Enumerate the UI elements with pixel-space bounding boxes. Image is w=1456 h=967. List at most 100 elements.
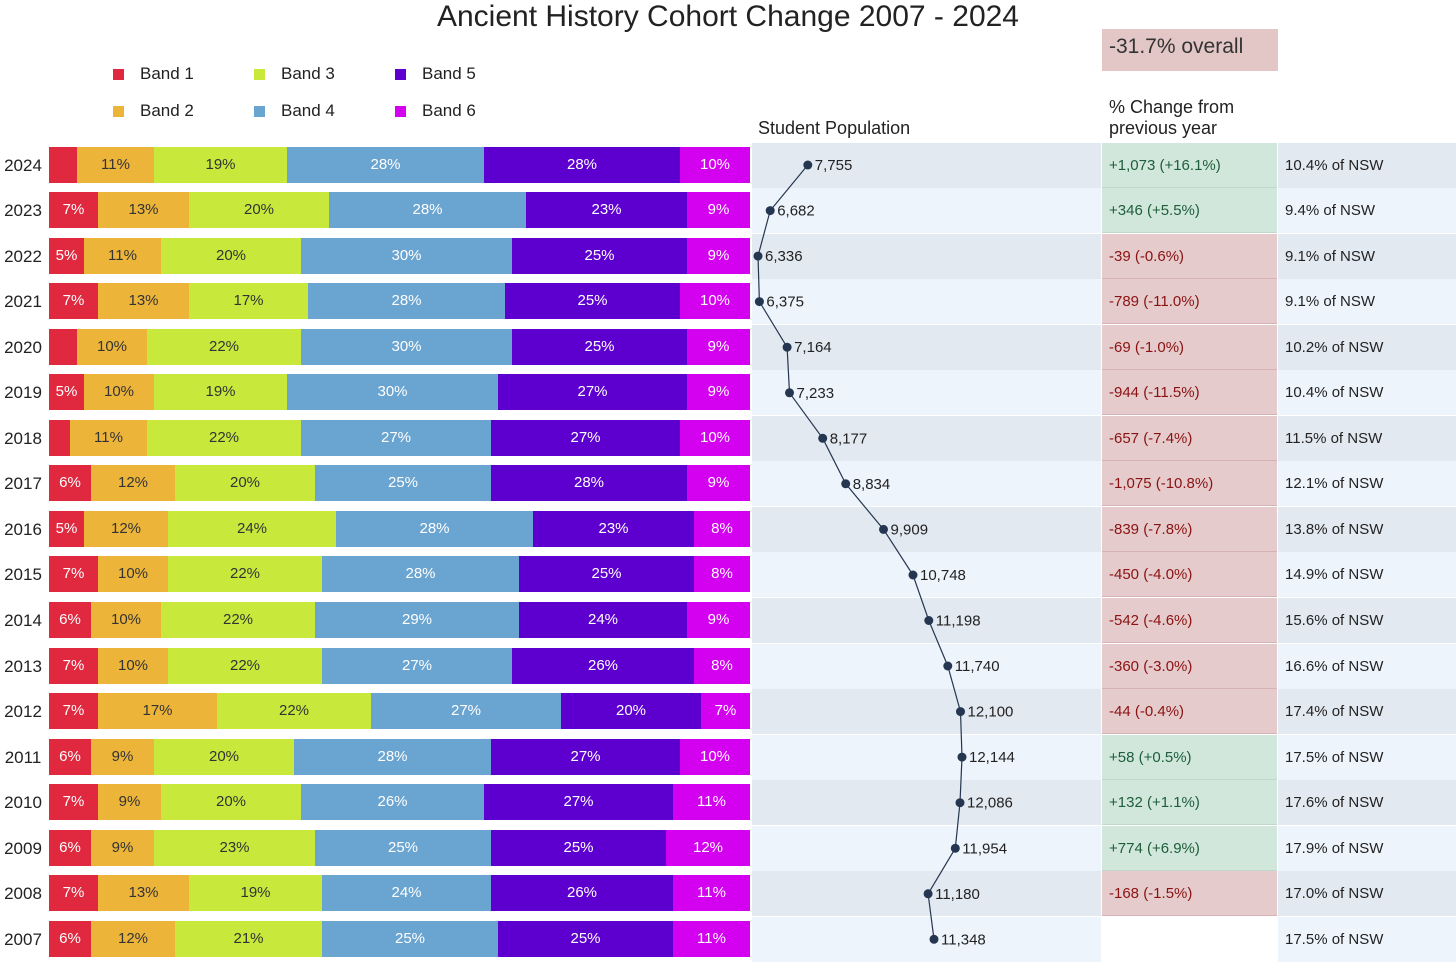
population-row-background xyxy=(752,415,1101,461)
change-cell: +346 (+5.5%) xyxy=(1102,188,1277,234)
nsw-share-cell: 9.4% of NSW xyxy=(1278,188,1456,234)
table-row: 2022 5% 11% 20% 30% 25% 9% -39 (-0.6%) 9.1% of N… xyxy=(0,233,1456,279)
change-cell: -360 (-3.0%) xyxy=(1102,643,1277,689)
bar-segment-band-1 xyxy=(49,328,77,365)
bar-segment-band-5: 27% xyxy=(484,784,673,821)
stacked-bar: 7% 10% 22% 27% 26% 8% xyxy=(49,647,750,684)
bar-segment-band-4: 28% xyxy=(308,283,505,320)
bar-segment-band-1: 6% xyxy=(49,829,91,866)
population-row-background xyxy=(752,233,1101,279)
table-row: 2012 7% 17% 22% 27% 20% 7% -44 (-0.4%) 17.4% of … xyxy=(0,689,1456,735)
bar-segment-band-2: 9% xyxy=(91,738,154,775)
legend-swatch-band-4 xyxy=(254,106,265,117)
bar-segment-band-2: 13% xyxy=(98,192,189,229)
legend: Band 1 Band 2 Band 3 Band 4 Band 5 Band 6 xyxy=(0,0,600,130)
change-cell: -542 (-4.6%) xyxy=(1102,598,1277,643)
bar-segment-band-2: 12% xyxy=(84,510,168,547)
bar-segment-band-6: 9% xyxy=(687,328,750,365)
population-row-background xyxy=(752,871,1101,917)
population-row-background xyxy=(752,461,1101,507)
student-population-header: Student Population xyxy=(758,118,911,138)
stacked-bar: 7% 13% 17% 28% 25% 10% xyxy=(49,283,750,320)
population-row-background xyxy=(752,734,1101,780)
stacked-bar: 6% 12% 21% 25% 25% 11% xyxy=(49,920,750,957)
bar-segment-band-2: 10% xyxy=(84,374,154,411)
legend-swatch-band-5 xyxy=(395,69,406,80)
population-row-background xyxy=(752,825,1101,871)
nsw-share-cell: 17.0% of NSW xyxy=(1278,871,1456,917)
stacked-bar: 5% 11% 20% 30% 25% 9% xyxy=(49,237,750,274)
table-row: 2015 7% 10% 22% 28% 25% 8% -450 (-4.0%) 14.9% of… xyxy=(0,552,1456,598)
bar-segment-band-5: 26% xyxy=(512,647,694,684)
stacked-bar: 5% 10% 19% 30% 27% 9% xyxy=(49,374,750,411)
bar-segment-band-3: 22% xyxy=(161,602,315,638)
nsw-share-cell: 9.1% of NSW xyxy=(1278,233,1456,279)
stacked-bar: 5% 12% 24% 28% 23% 8% xyxy=(49,510,750,547)
bar-segment-band-4: 30% xyxy=(301,237,512,274)
nsw-share-cell: 10.4% of NSW xyxy=(1278,142,1456,188)
nsw-share-cell: 10.4% of NSW xyxy=(1278,370,1456,416)
stacked-bar: 6% 9% 23% 25% 25% 12% xyxy=(49,829,750,866)
nsw-share-cell: 14.9% of NSW xyxy=(1278,552,1456,598)
year-label: 2017 xyxy=(4,474,42,494)
bar-segment-band-5: 25% xyxy=(512,237,687,274)
table-row: 2008 7% 13% 19% 24% 26% 11% -168 (-1.5%) 17.0% o… xyxy=(0,871,1456,917)
population-row-background xyxy=(752,142,1101,188)
bar-segment-band-5: 23% xyxy=(533,510,694,547)
nsw-share-cell: 15.6% of NSW xyxy=(1278,598,1456,643)
population-row-background xyxy=(752,188,1101,234)
nsw-share-cell: 9.1% of NSW xyxy=(1278,279,1456,325)
legend-swatch-band-2 xyxy=(113,106,124,117)
change-cell: -450 (-4.0%) xyxy=(1102,552,1277,598)
bar-segment-band-4: 28% xyxy=(336,510,533,547)
percent-change-header-line2: previous year xyxy=(1109,118,1218,138)
bar-segment-band-3: 24% xyxy=(168,510,336,547)
nsw-share-cell: 17.5% of NSW xyxy=(1278,916,1456,962)
bar-segment-band-2: 13% xyxy=(98,875,189,912)
bar-segment-band-3: 21% xyxy=(175,920,322,957)
bar-segment-band-2: 10% xyxy=(77,328,147,365)
bar-segment-band-4: 28% xyxy=(294,738,491,775)
bar-segment-band-3: 20% xyxy=(154,738,294,775)
bar-segment-band-1: 7% xyxy=(49,784,98,821)
bar-segment-band-1: 6% xyxy=(49,738,91,775)
population-row-background xyxy=(752,506,1101,552)
bar-segment-band-4: 25% xyxy=(315,829,491,866)
bar-segment-band-1: 7% xyxy=(49,192,98,229)
bar-segment-band-3: 22% xyxy=(147,419,301,456)
stacked-bar: 6% 9% 20% 28% 27% 10% xyxy=(49,738,750,775)
bar-segment-band-1: 6% xyxy=(49,465,91,502)
bar-segment-band-2: 13% xyxy=(98,283,189,320)
chart-title: Ancient History Cohort Change 2007 - 202… xyxy=(436,0,1019,33)
bar-segment-band-5: 25% xyxy=(491,829,666,866)
bar-segment-band-1: 5% xyxy=(49,510,84,547)
table-row: 2021 7% 13% 17% 28% 25% 10% -789 (-11.0%) 9.1% o… xyxy=(0,279,1456,325)
bar-segment-band-5: 24% xyxy=(519,602,687,638)
bar-segment-band-3: 19% xyxy=(154,146,287,183)
bar-segment-band-2: 11% xyxy=(84,237,161,274)
bar-segment-band-5: 25% xyxy=(519,556,694,593)
legend-swatch-band-3 xyxy=(254,69,265,80)
year-label: 2021 xyxy=(4,292,42,312)
change-cell: -69 (-1.0%) xyxy=(1102,324,1277,370)
percent-change-header: % Change from previous year xyxy=(1109,97,1234,139)
population-row-background xyxy=(752,689,1101,735)
population-row-background xyxy=(752,598,1101,643)
bar-segment-band-1 xyxy=(49,419,70,456)
bar-segment-band-1: 7% xyxy=(49,647,98,684)
bar-segment-band-3: 19% xyxy=(189,875,322,912)
bar-segment-band-6: 12% xyxy=(666,829,750,866)
year-label: 2020 xyxy=(4,337,42,357)
table-row: 2020 10% 22% 30% 25% 9% -69 (-1.0%) 10.2% of NS… xyxy=(0,324,1456,370)
bar-segment-band-2: 9% xyxy=(98,784,161,821)
bar-segment-band-2: 12% xyxy=(91,465,175,502)
stacked-bar: 6% 10% 22% 29% 24% 9% xyxy=(49,602,750,638)
bar-segment-band-6: 11% xyxy=(673,875,750,912)
nsw-share-cell: 10.2% of NSW xyxy=(1278,324,1456,370)
bar-segment-band-5: 25% xyxy=(498,920,673,957)
stacked-bar: 7% 9% 20% 26% 27% 11% xyxy=(49,784,750,821)
bar-segment-band-3: 19% xyxy=(154,374,287,411)
year-label: 2010 xyxy=(4,793,42,813)
bar-segment-band-3: 23% xyxy=(154,829,315,866)
bar-segment-band-6: 9% xyxy=(687,602,750,638)
